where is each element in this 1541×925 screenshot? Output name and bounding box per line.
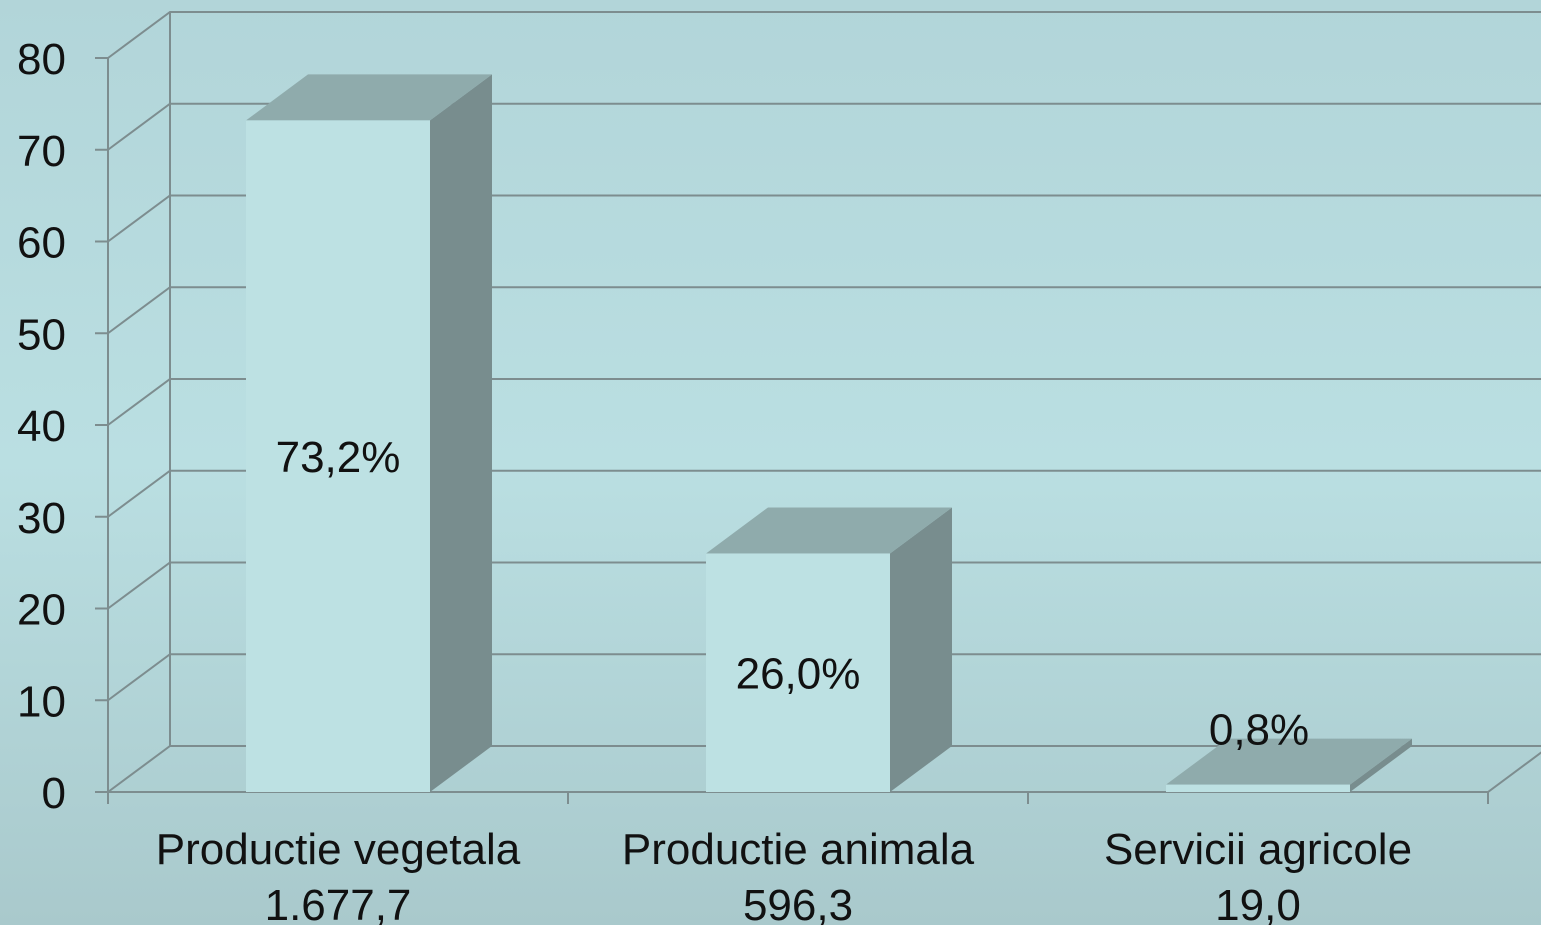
y-tick-label: 50 bbox=[17, 310, 66, 359]
y-tick-label: 20 bbox=[17, 586, 66, 635]
x-tick-label: Servicii agricole bbox=[1104, 825, 1412, 874]
y-tick-label: 40 bbox=[17, 402, 66, 451]
value-label: 26,0% bbox=[736, 650, 861, 699]
bar-top bbox=[706, 507, 952, 554]
grid-line bbox=[107, 745, 1541, 793]
x-tick-label: 596,3 bbox=[743, 881, 853, 925]
bar-side bbox=[430, 74, 492, 792]
grid-line bbox=[107, 469, 1541, 518]
grid-line bbox=[107, 102, 1541, 151]
bar-side bbox=[1350, 738, 1412, 792]
bar-top bbox=[1166, 738, 1412, 785]
grid-line bbox=[107, 378, 1541, 426]
y-tick-label: 80 bbox=[17, 35, 66, 84]
grid-line bbox=[107, 11, 1541, 59]
bar-side bbox=[890, 507, 952, 792]
y-tick-label: 0 bbox=[42, 769, 66, 818]
bar bbox=[1166, 784, 1350, 792]
bar-top bbox=[246, 74, 492, 121]
y-tick-label: 10 bbox=[17, 677, 66, 726]
grid-line bbox=[107, 653, 1541, 702]
y-tick-label: 70 bbox=[17, 127, 66, 176]
grid-line bbox=[107, 194, 1541, 243]
bar bbox=[706, 553, 890, 792]
x-tick-label: 1.677,7 bbox=[265, 881, 412, 925]
grid-line bbox=[107, 561, 1541, 610]
x-tick-label: 19,0 bbox=[1215, 881, 1301, 925]
y-tick-label: 30 bbox=[17, 494, 66, 543]
value-label: 0,8% bbox=[1209, 706, 1309, 755]
plot: 0 10 20 30 40 50 60 70 80 73,2% Productie vegetala… bbox=[17, 11, 1541, 925]
bar bbox=[246, 120, 430, 792]
grid-line bbox=[107, 286, 1541, 335]
x-tick-label: Productie vegetala bbox=[156, 825, 521, 874]
x-tick-label: Productie animala bbox=[622, 825, 975, 874]
value-label: 73,2% bbox=[276, 433, 401, 482]
y-tick-label: 60 bbox=[17, 219, 66, 268]
